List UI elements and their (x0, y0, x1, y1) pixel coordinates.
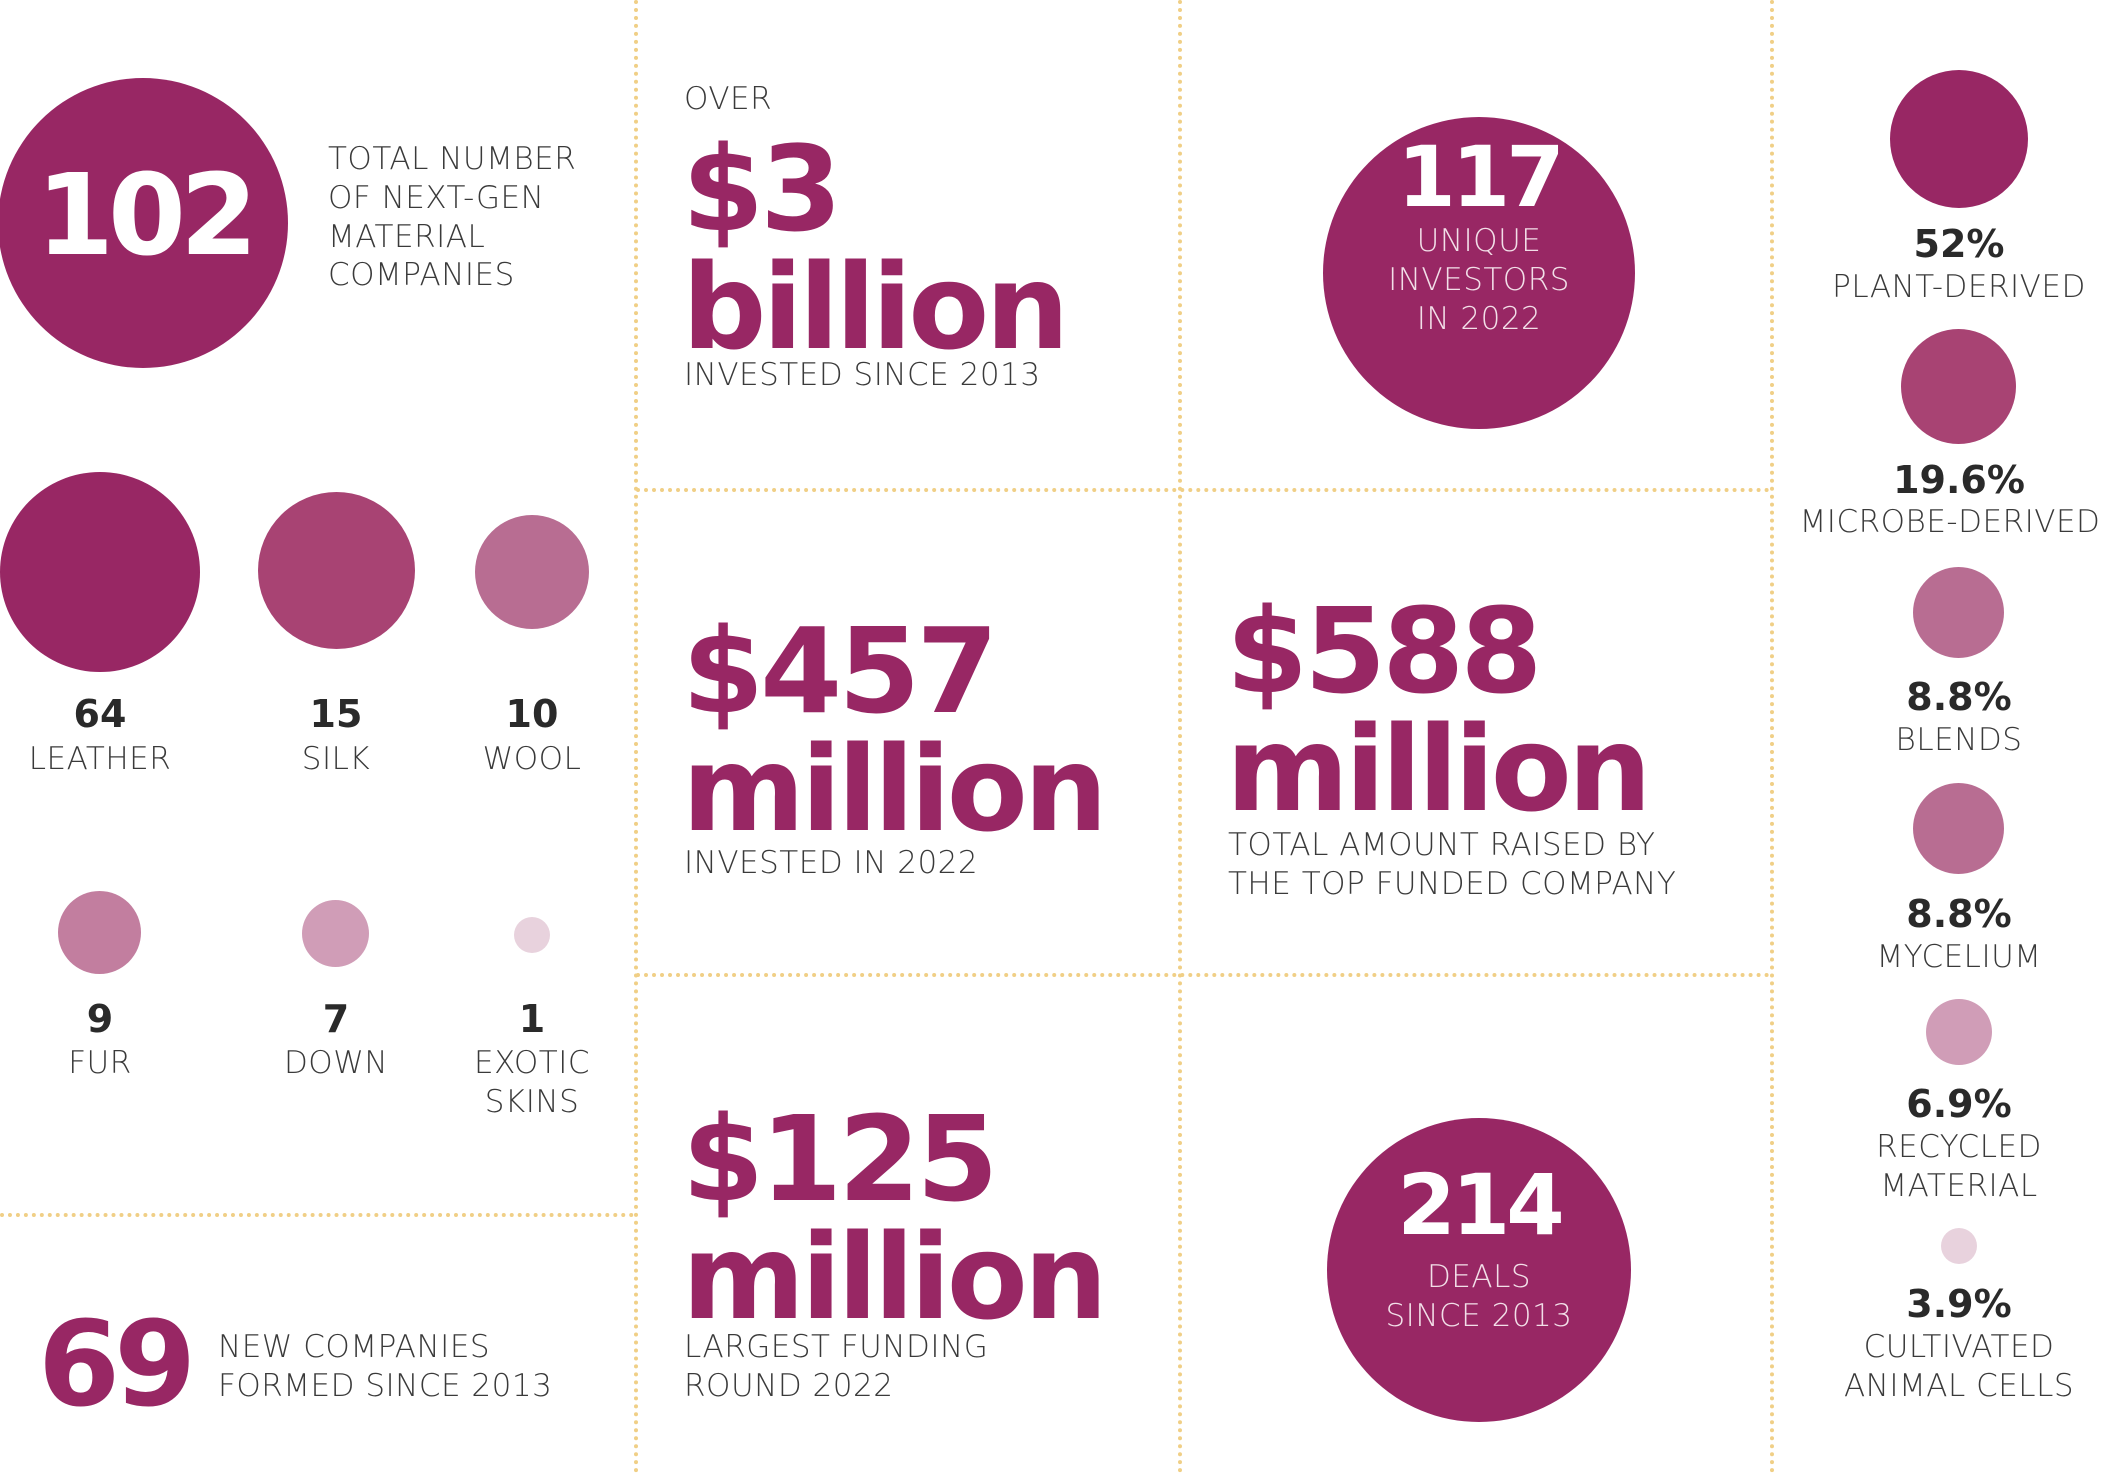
deals-label: DEALS SINCE 2013 (1385, 1259, 1573, 1334)
silk-circle (258, 492, 415, 649)
blends-value: 8.8% (1906, 675, 2012, 719)
divider-horizontal-2 (636, 973, 1770, 977)
fur-circle (58, 891, 141, 974)
silk-label: SILK (301, 741, 371, 777)
silk-value: 15 (309, 692, 363, 736)
mycelium-value: 8.8% (1906, 892, 2012, 936)
recycled-material-circle (1926, 999, 1992, 1065)
exotic-skins-circle (514, 917, 550, 953)
down-label: DOWN (283, 1045, 389, 1081)
divider-vertical-3 (1770, 0, 1774, 1474)
investors-value: 117 (1397, 128, 1564, 226)
deals-circle (1327, 1118, 1631, 1422)
microbe-derived-value: 19.6% (1893, 458, 2025, 502)
invested-total-line2: billion (682, 238, 1069, 376)
new-companies-label: NEW COMPANIES FORMED SINCE 2013 (218, 1329, 553, 1404)
invested-2022-label: INVESTED IN 2022 (684, 845, 979, 881)
invested-2022-line2: million (682, 720, 1108, 858)
microbe-derived-label: MICROBE-DERIVED (1799, 504, 2101, 540)
fur-label: FUR (68, 1045, 132, 1081)
recycled-material-value: 6.9% (1906, 1082, 2012, 1126)
wool-value: 10 (505, 692, 559, 736)
invested-2022-line1: $457 (682, 602, 998, 740)
down-value: 7 (322, 997, 350, 1041)
divider-horizontal-3 (0, 1213, 634, 1217)
blends-label: BLENDS (1895, 722, 2023, 758)
total-circle (0, 78, 288, 368)
plant-derived-circle (1890, 70, 2028, 208)
top-funded-label: TOTAL AMOUNT RAISED BY THE TOP FUNDED CO… (1228, 827, 1677, 902)
wool-label: WOOL (482, 741, 582, 777)
blends-circle (1913, 567, 2004, 658)
plant-derived-value: 52% (1913, 222, 2005, 266)
new-companies-value: 69 (38, 1295, 196, 1433)
wool-circle (475, 515, 589, 629)
cultivated-animal-cells-value: 3.9% (1906, 1282, 2012, 1326)
divider-vertical-2 (1178, 0, 1182, 1474)
total-value: 102 (36, 151, 258, 281)
top-funded-line1: $588 (1226, 582, 1542, 720)
top-funded-line2: million (1226, 700, 1652, 838)
divider-vertical-1 (634, 0, 638, 1474)
largest-round-label: LARGEST FUNDING ROUND 2022 (684, 1329, 989, 1404)
invested-total-line1: $3 (682, 120, 842, 258)
investors-circle (1323, 117, 1635, 429)
fur-value: 9 (86, 997, 114, 1041)
largest-round-line2: million (682, 1208, 1108, 1346)
cultivated-animal-cells-circle (1941, 1228, 1977, 1264)
leather-circle (0, 472, 200, 672)
microbe-derived-circle (1901, 329, 2016, 444)
cultivated-animal-cells-label: CULTIVATED ANIMAL CELLS (1843, 1329, 2075, 1404)
mycelium-label: MYCELIUM (1876, 939, 2042, 975)
leather-value: 64 (73, 692, 127, 736)
divider-horizontal-1 (636, 488, 1770, 492)
exotic-skins-value: 1 (518, 997, 546, 1041)
investors-label: UNIQUE INVESTORS IN 2022 (1388, 223, 1570, 337)
deals-value: 214 (1397, 1156, 1564, 1254)
largest-round-line1: $125 (682, 1090, 998, 1228)
down-circle (302, 900, 369, 967)
mycelium-circle (1913, 783, 2004, 874)
recycled-material-label: RECYCLED MATERIAL (1876, 1129, 2042, 1204)
exotic-skins-label: EXOTIC SKINS (474, 1045, 590, 1120)
plant-derived-label: PLANT-DERIVED (1832, 269, 2086, 305)
invested-total-label: INVESTED SINCE 2013 (684, 357, 1041, 393)
leather-label: LEATHER (28, 741, 172, 777)
invested-total-pre: OVER (684, 81, 773, 117)
total-label: TOTAL NUMBER OF NEXT-GEN MATERIAL COMPAN… (328, 141, 577, 294)
